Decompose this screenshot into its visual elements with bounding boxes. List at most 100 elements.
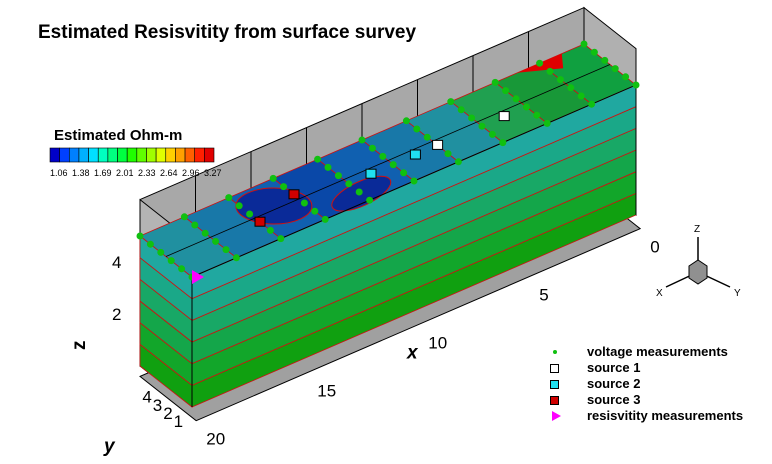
voltage-measurement-point: [225, 194, 233, 202]
voltage-measurement-point: [413, 125, 421, 133]
source-marker: [432, 139, 444, 150]
voltage-measurement-point: [622, 73, 630, 81]
voltage-measurement-point: [180, 213, 188, 221]
legend-label: resisvitity measurements: [587, 408, 744, 423]
voltage-measurement-point: [410, 177, 418, 185]
triad-label: X: [656, 288, 663, 299]
voltage-measurement-point: [478, 122, 486, 130]
x-tick-label: 0: [650, 237, 659, 256]
chart-title: Estimated Resisvitity from surface surve…: [38, 22, 417, 43]
z-tick-label: 2: [112, 305, 121, 324]
x-tick-label: 20: [206, 429, 225, 448]
voltage-measurement-point: [536, 59, 544, 67]
colorbar-swatch: [136, 147, 147, 163]
colorbar-tick-label: 1.69: [94, 168, 112, 178]
voltage-measurement-point: [191, 221, 199, 229]
voltage-measurement-point: [611, 65, 619, 73]
colorbar-tick-label: 1.38: [72, 168, 90, 178]
legend-dot-icon: [553, 350, 557, 354]
x-tick-label: 15: [317, 381, 336, 400]
colorbar-swatch: [194, 147, 205, 163]
voltage-measurement-point: [400, 169, 408, 177]
source-marker: [254, 216, 266, 227]
voltage-measurement-point: [543, 119, 551, 127]
voltage-measurement-point: [232, 254, 240, 262]
voltage-measurement-point: [389, 161, 397, 169]
x-tick-label: 10: [428, 333, 447, 352]
voltage-measurement-point: [277, 235, 285, 243]
voltage-measurement-point: [345, 180, 353, 188]
voltage-measurement-point: [447, 98, 455, 106]
legend-label: source 2: [587, 376, 641, 391]
voltage-measurement-point: [402, 117, 410, 125]
voltage-measurement-point: [502, 87, 510, 95]
colorbar-swatch: [184, 147, 196, 163]
voltage-measurement-point: [632, 81, 640, 89]
voltage-measurement-point: [454, 158, 462, 166]
voltage-measurement-point: [444, 150, 452, 158]
y-tick-label: 3: [153, 396, 162, 415]
voltage-measurement-point: [280, 183, 288, 191]
voltage-measurement-point: [269, 174, 277, 182]
y-tick-label: 4: [142, 388, 151, 407]
voltage-measurement-point: [577, 92, 585, 100]
voltage-measurement-point: [300, 199, 308, 207]
colorbar-swatch: [68, 147, 80, 163]
voltage-measurement-point: [512, 95, 520, 103]
z-tick-label: 4: [112, 253, 121, 272]
legend-square-icon: [550, 396, 559, 405]
voltage-measurement-point: [311, 207, 319, 215]
colorbar-tick-label: 2.64: [160, 168, 178, 178]
voltage-measurement-point: [146, 240, 154, 248]
voltage-measurement-point: [178, 265, 186, 273]
legend-label: source 1: [587, 360, 641, 375]
voltage-measurement-point: [556, 76, 564, 84]
colorbar-swatch: [117, 147, 128, 163]
colorbar-swatch: [78, 147, 89, 163]
colorbar-swatch: [88, 147, 99, 163]
voltage-measurement-point: [601, 56, 609, 64]
voltage-measurement-point: [379, 152, 387, 160]
center-line: [165, 64, 611, 257]
colorbar-swatch: [126, 147, 138, 163]
y-axis-label: y: [103, 436, 116, 457]
voltage-measurement-point: [212, 237, 220, 245]
colorbar-tick-label: 2.96: [182, 168, 200, 178]
voltage-measurement-point: [533, 111, 541, 119]
legend-label: voltage measurements: [587, 344, 728, 359]
source-marker: [409, 149, 421, 160]
y-tick-label: 1: [174, 412, 183, 431]
voltage-measurement-point: [499, 139, 507, 147]
voltage-measurement-point: [246, 210, 254, 218]
x-tick-label: 5: [539, 285, 548, 304]
voltage-measurement-point: [222, 246, 230, 254]
voltage-measurement-point: [491, 78, 499, 86]
colorbar-swatch: [49, 147, 60, 163]
triad-label: Z: [694, 224, 700, 235]
voltage-measurement-point: [423, 133, 431, 141]
voltage-measurement-point: [546, 67, 554, 75]
legend-square-icon: [550, 364, 559, 373]
legend-triangle-icon: [552, 411, 561, 421]
voltage-measurement-point: [167, 257, 175, 265]
source-marker: [498, 111, 510, 122]
triad-label: Y: [734, 288, 741, 299]
colorbar-swatch: [97, 147, 109, 163]
colorbar-title: Estimated Ohm-m: [54, 127, 183, 144]
voltage-measurement-point: [235, 202, 243, 210]
voltage-measurement-point: [201, 229, 209, 237]
voltage-measurement-point: [567, 84, 575, 92]
triad-cube-icon: [688, 259, 708, 285]
voltage-measurement-point: [334, 172, 342, 180]
voltage-measurement-point: [588, 100, 596, 108]
voltage-measurement-point: [324, 163, 332, 171]
voltage-measurement-point: [358, 136, 366, 144]
low-resistivity-zone: [235, 187, 313, 225]
voltage-measurement-point: [580, 40, 588, 48]
source-marker: [365, 168, 377, 179]
colorbar-swatch: [165, 147, 176, 163]
colorbar-swatch: [146, 147, 157, 163]
colorbar-swatch: [175, 147, 186, 163]
voltage-measurement-point: [366, 196, 374, 204]
